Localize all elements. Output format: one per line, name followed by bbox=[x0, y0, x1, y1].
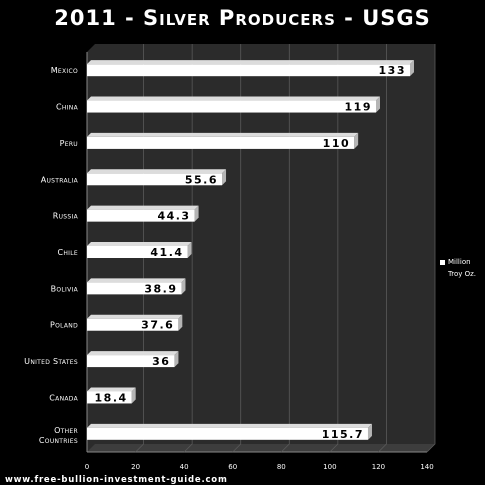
bar-value-label: 38.9 bbox=[144, 282, 177, 295]
bar-end-face bbox=[410, 60, 414, 77]
bar: 119 bbox=[87, 96, 380, 114]
bar-end-face bbox=[376, 96, 380, 113]
x-axis-ticks: 0 20 40 60 80 100 120 140 bbox=[85, 463, 434, 471]
bar-end-face bbox=[194, 205, 199, 222]
bar-top-face bbox=[87, 351, 179, 356]
bar: 36 bbox=[87, 351, 179, 368]
bar-end-face bbox=[367, 423, 372, 440]
legend-entry: Million bbox=[440, 256, 476, 268]
bar-value-label: 110 bbox=[323, 137, 350, 150]
bar-end-face bbox=[174, 351, 179, 368]
x-tick-label: 0 bbox=[85, 463, 89, 471]
bar-value-label: 36 bbox=[152, 355, 170, 368]
category-label: China bbox=[56, 103, 79, 112]
bars: 133 119 110 55.6 44.3 41.4 38.9 37.6 36 18.4 115.7 bbox=[87, 60, 414, 441]
bar-end-face bbox=[131, 387, 136, 404]
bar-top-face bbox=[87, 242, 192, 246]
bar-top-face bbox=[87, 205, 199, 210]
category-label: Mexico bbox=[51, 66, 78, 75]
legend-label-line2: Troy Oz. bbox=[448, 270, 477, 278]
bar-top-face bbox=[87, 132, 359, 137]
bar-front-face bbox=[87, 209, 195, 222]
bar-front-face bbox=[87, 173, 223, 186]
bar: 18.4 bbox=[87, 387, 136, 404]
x-tick-label: 140 bbox=[420, 463, 433, 471]
grid-line bbox=[232, 44, 242, 453]
x-tick-label: 40 bbox=[180, 463, 189, 471]
plot-floor bbox=[87, 444, 435, 452]
bar: 110 bbox=[87, 132, 359, 150]
grid-line bbox=[281, 44, 290, 453]
x-tick-label: 120 bbox=[372, 463, 385, 471]
category-label: Russia bbox=[53, 212, 79, 221]
category-label: Poland bbox=[50, 321, 78, 330]
category-labels: Mexico China Peru Australia Russia Chile Boliv… bbox=[24, 66, 78, 445]
bar-value-label: 115.7 bbox=[322, 428, 364, 441]
footer-url: www.free-bullion-investment-guide.com bbox=[5, 475, 228, 485]
x-tick-label: 100 bbox=[323, 463, 336, 471]
category-label: United States bbox=[24, 357, 78, 366]
category-label: Peru bbox=[60, 139, 78, 148]
bar-front-face bbox=[87, 246, 188, 258]
bar: 133 bbox=[87, 60, 414, 77]
category-label: Canada bbox=[49, 393, 78, 402]
category-label: Chile bbox=[57, 248, 78, 257]
category-label: Australia bbox=[41, 175, 79, 184]
bar-end-face bbox=[354, 132, 359, 149]
x-tick-label: 60 bbox=[228, 463, 237, 471]
x-tick-label: 80 bbox=[277, 463, 286, 471]
bar-value-label: 44.3 bbox=[157, 210, 190, 223]
grid-line bbox=[426, 44, 436, 453]
bar-value-label: 119 bbox=[345, 101, 372, 114]
bar: 115.7 bbox=[87, 423, 372, 441]
bar-top-face bbox=[87, 387, 136, 392]
bar-value-label: 18.4 bbox=[95, 391, 128, 404]
bar-front-face bbox=[87, 391, 132, 404]
bar: 55.6 bbox=[87, 169, 227, 186]
bar-end-face bbox=[178, 314, 183, 331]
bar-top-face bbox=[87, 60, 414, 65]
chart-title: 2011 - Silver Producers - USGS bbox=[54, 6, 431, 30]
bar-front-face bbox=[87, 64, 410, 77]
bar-front-face bbox=[87, 100, 376, 113]
bar-front-face bbox=[87, 318, 179, 331]
bar-value-label: 41.4 bbox=[150, 246, 183, 259]
legend-label-line1: Million bbox=[448, 258, 471, 266]
grid-line bbox=[378, 44, 387, 453]
legend-swatch bbox=[440, 259, 445, 265]
bar: 44.3 bbox=[87, 205, 199, 223]
bar: 38.9 bbox=[87, 278, 186, 295]
bar-top-face bbox=[87, 423, 372, 428]
bar-end-face bbox=[222, 169, 227, 186]
legend: Million Troy Oz. bbox=[440, 256, 476, 280]
bar-value-label: 55.6 bbox=[185, 173, 218, 186]
bar-front-face bbox=[87, 136, 355, 149]
bar-front-face bbox=[87, 427, 368, 440]
bar-value-label: 37.6 bbox=[141, 319, 174, 332]
x-tick-label: 20 bbox=[131, 463, 140, 471]
bar-top-face bbox=[87, 96, 380, 101]
bar-top-face bbox=[87, 314, 183, 319]
bar-value-label: 133 bbox=[379, 64, 406, 77]
bar-top-face bbox=[87, 169, 227, 174]
bar-front-face bbox=[87, 355, 175, 368]
category-label: Bolivia bbox=[51, 284, 79, 293]
bar-front-face bbox=[87, 282, 182, 295]
bar: 41.4 bbox=[87, 242, 192, 259]
bar: 37.6 bbox=[87, 314, 183, 332]
bar-end-face bbox=[181, 278, 186, 295]
bar-end-face bbox=[187, 242, 192, 258]
grid-line bbox=[329, 44, 339, 453]
category-label: Other Countries bbox=[39, 426, 78, 445]
bar-top-face bbox=[87, 278, 186, 283]
